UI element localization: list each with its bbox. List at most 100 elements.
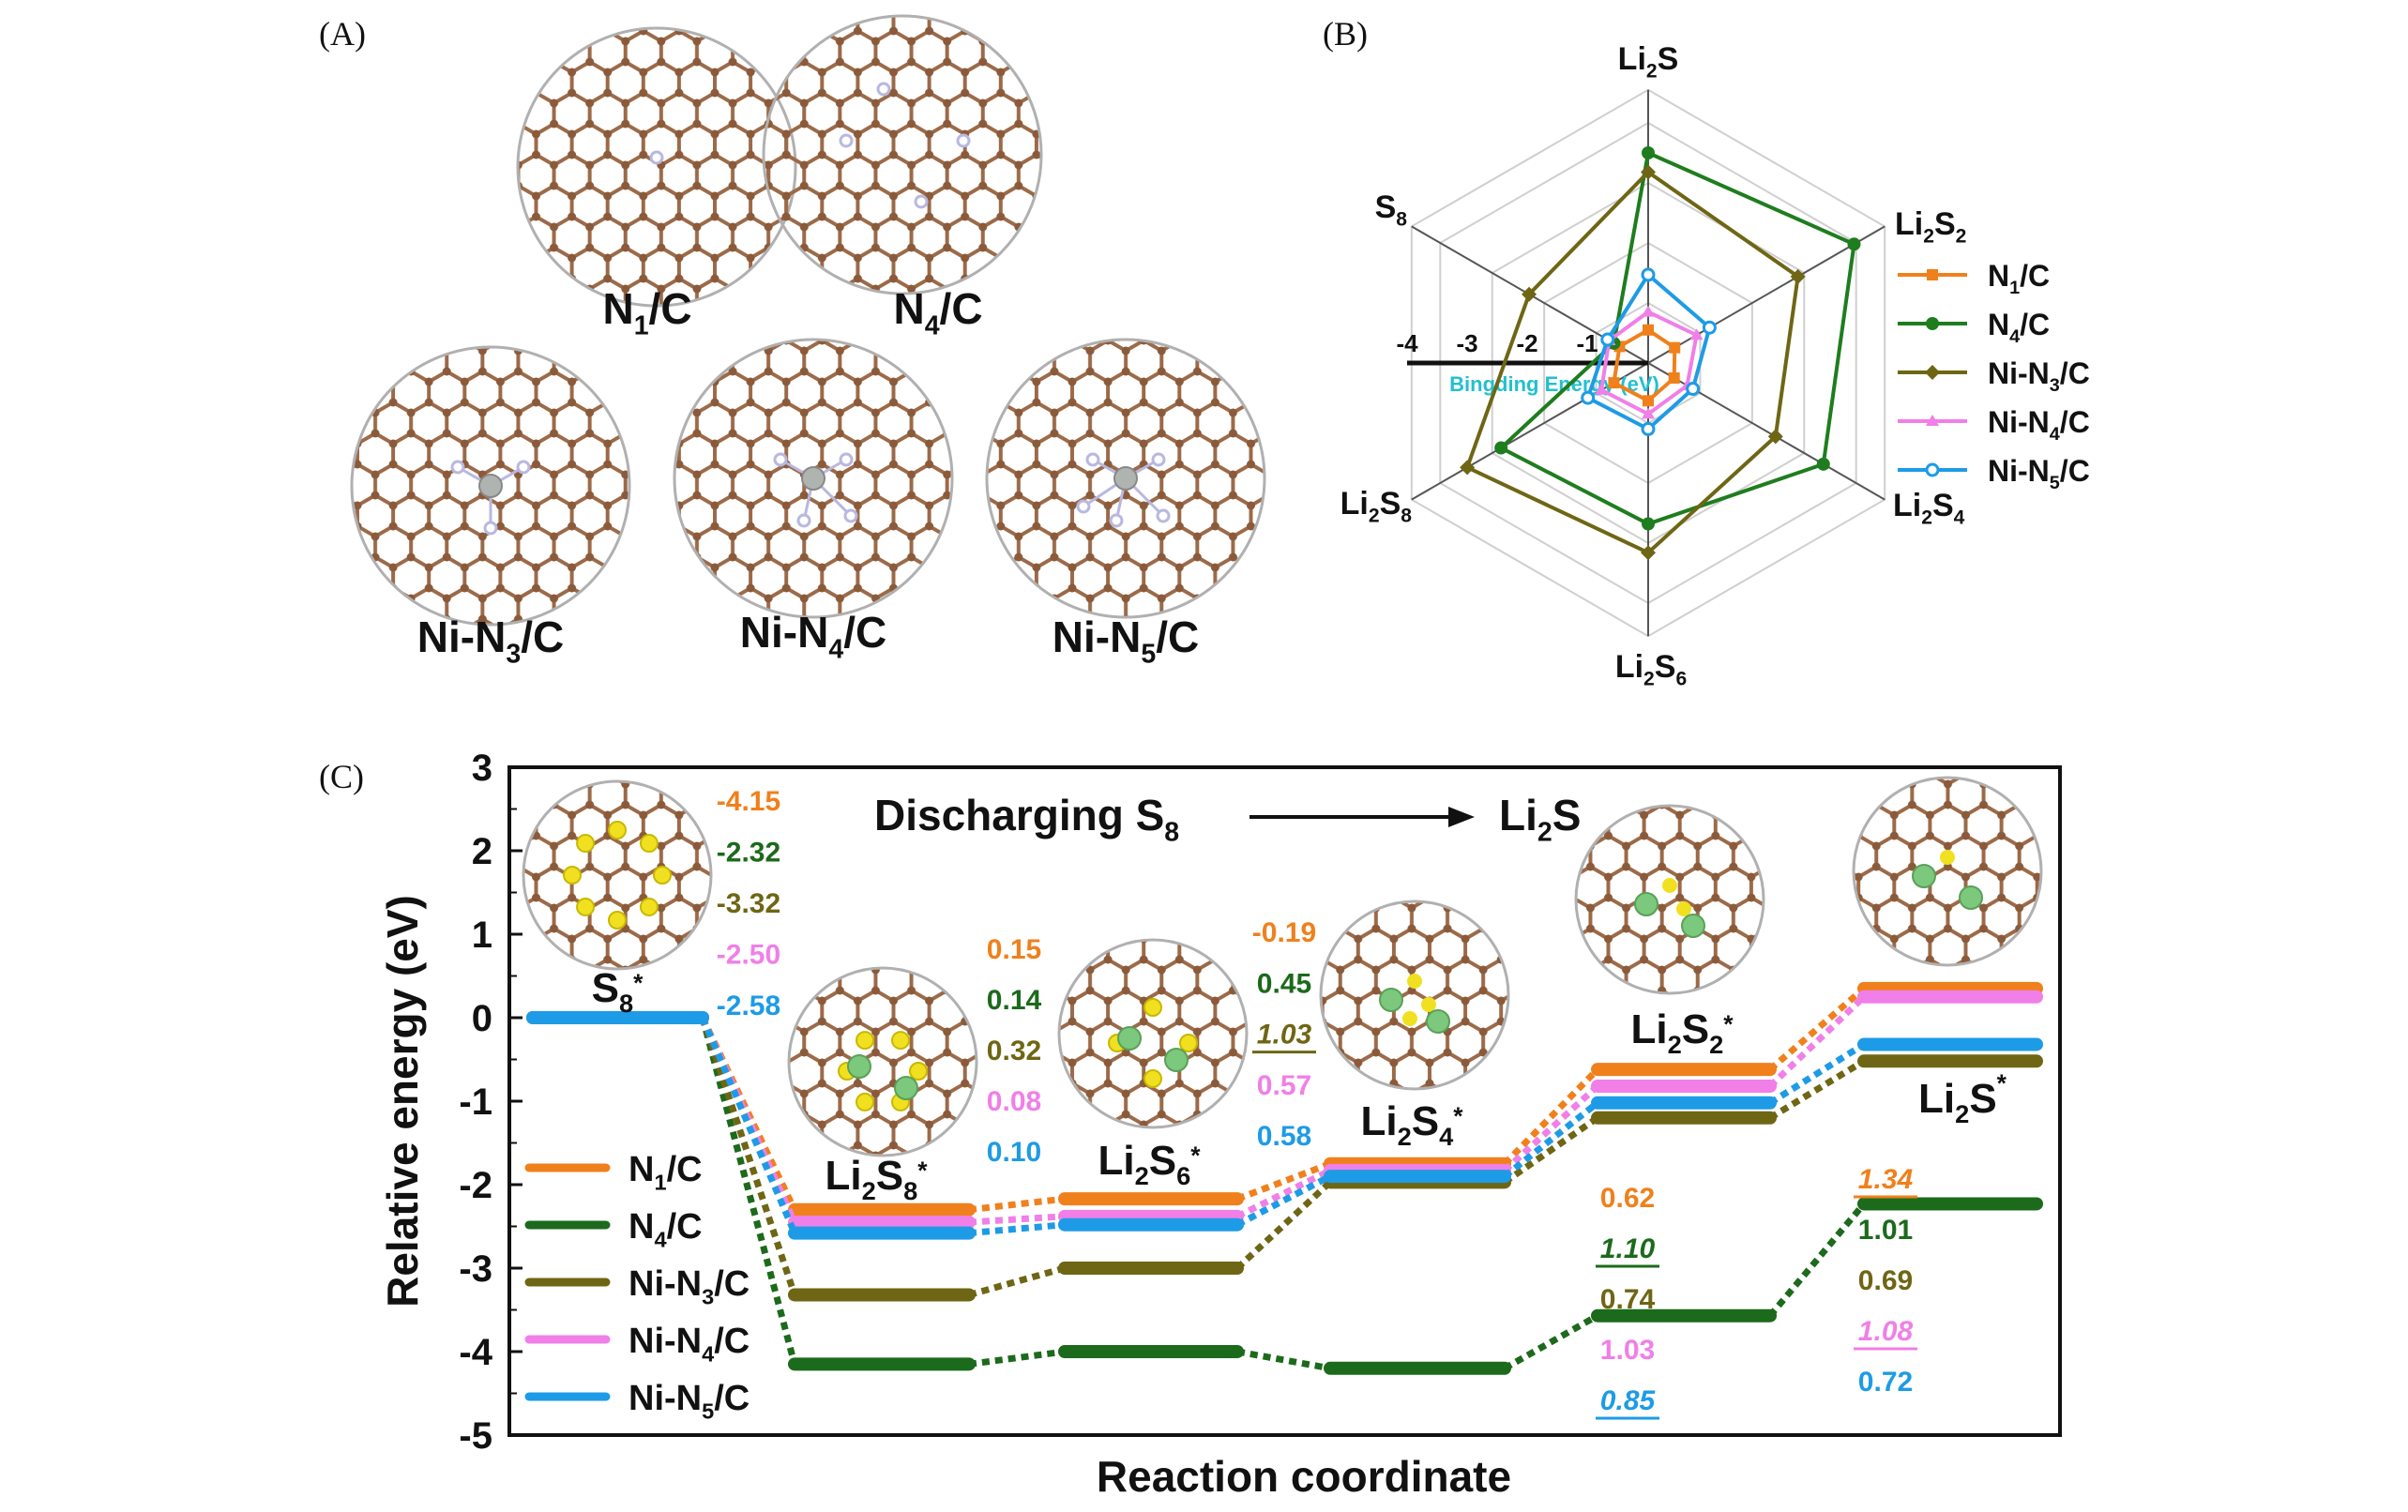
diamond-marker (1767, 429, 1783, 445)
structure-label: N1/C (602, 284, 691, 341)
energy-legend-item: Ni-N3/C (524, 1264, 750, 1309)
barrier-annotation: 0.45 (1257, 968, 1311, 999)
text-part: 3 (702, 1285, 714, 1309)
radar-tick-label: -4 (1396, 329, 1418, 357)
square-marker (1643, 324, 1654, 336)
text-part: Li (825, 1153, 861, 1199)
barrier-annotation: 1.03 (1257, 1020, 1312, 1051)
barrier-annotation: 1.08 (1858, 1316, 1914, 1347)
square-marker (1608, 377, 1620, 389)
barrier-annotation: 0.85 (1600, 1385, 1657, 1416)
open-circle-marker (1641, 267, 1656, 282)
text-part: 2 (1709, 1030, 1723, 1059)
energy-connector (968, 1213, 1066, 1226)
diamond-marker (1522, 286, 1537, 302)
text-part: 8 (1401, 506, 1412, 527)
barrier-annotation: 0.08 (987, 1086, 1041, 1117)
circle-marker (1642, 517, 1655, 531)
structure-label: Ni-N3/C (417, 612, 564, 670)
triangle-marker (1642, 305, 1655, 317)
y-tick-label: 1 (472, 915, 492, 956)
nitrogen-atom (1156, 508, 1171, 523)
text-part: S (1552, 791, 1582, 839)
diamond-marker (1460, 460, 1476, 476)
barrier-annotation: 0.57 (1257, 1070, 1311, 1101)
diamond-marker (1641, 164, 1656, 180)
text-part: 5 (2050, 473, 2060, 493)
graphene-outline (985, 338, 1266, 619)
sulfur-atom (891, 1031, 910, 1051)
energy-connector (1767, 986, 1867, 1072)
text-part: 3 (506, 640, 521, 670)
text-part: * (1190, 1142, 1201, 1170)
sulfur-atom (856, 1031, 874, 1051)
energy-connector (699, 1017, 798, 1366)
sulfur-atom (576, 897, 596, 916)
text-part: Li (1360, 1098, 1397, 1144)
radar-axis-label-2: Li2S4 (1893, 488, 1965, 529)
energy-connector (1767, 1202, 1867, 1318)
sulfur-atom (1940, 850, 1955, 865)
state-label-0: S8* (592, 965, 644, 1018)
sulfur-atom (1421, 997, 1436, 1012)
text-part: Ni-N (1988, 454, 2050, 488)
energy-series-Ni-N5/C (526, 1011, 2043, 1240)
text-part: Ni-N (629, 1264, 702, 1304)
nitrogen-atom (843, 508, 858, 523)
adsorption-structure-5 (1852, 776, 2043, 967)
barrier-annotation: 0.58 (1257, 1121, 1311, 1152)
text-part: N (602, 284, 633, 333)
text-part: 2 (862, 1176, 876, 1205)
radar-axis-label-0: Li2S (1618, 41, 1679, 83)
sulfur-atom (639, 834, 659, 854)
radar-series-line (1497, 150, 1856, 526)
text-part: /C (714, 1379, 750, 1418)
text-part: S (592, 965, 619, 1011)
structure-1 (762, 14, 1043, 295)
sulfur-atom (576, 834, 596, 854)
circle-marker (1494, 441, 1508, 455)
text-part: 3 (2050, 375, 2060, 396)
energy-connector (1768, 1058, 1866, 1121)
text-part: /C (2060, 356, 2090, 390)
energy-connector (699, 1016, 798, 1296)
text-part: /C (940, 284, 983, 333)
open-circle-marker (1686, 382, 1701, 397)
graphene-outline (787, 966, 978, 1157)
square-marker (1643, 395, 1654, 407)
energy-connector (1236, 1348, 1331, 1372)
open-circle-marker (1925, 462, 1940, 477)
diamond-marker (1790, 268, 1806, 284)
sulfur-atom (1402, 1011, 1417, 1026)
text-part: Discharging S (874, 791, 1164, 839)
text-part: Ni-N (1053, 612, 1142, 661)
graphene-outline (522, 779, 713, 971)
text-part: Li (1918, 1076, 1955, 1122)
y-tick-label: -5 (459, 1415, 492, 1457)
radar-tick-label: -3 (1456, 329, 1477, 357)
text-part: S (1934, 206, 1956, 242)
nitrogen-atom (1109, 513, 1124, 528)
sulfur-atom (1143, 998, 1162, 1017)
panel-label-c: (C) (319, 758, 364, 795)
barrier-annotation: -2.58 (717, 990, 780, 1021)
triangle-marker (1642, 407, 1655, 419)
sulfur-atom (563, 866, 582, 885)
title-arrow-head (1448, 807, 1475, 827)
structure-label: Ni-N4/C (740, 608, 886, 665)
text-part: S (1149, 1138, 1176, 1184)
nickel-atom (1113, 466, 1138, 491)
text-part: 2 (1369, 506, 1380, 527)
graphene-outline (1057, 938, 1249, 1129)
text-part: 8 (903, 1176, 917, 1205)
energy-connector (1503, 1114, 1599, 1186)
barrier-annotation: 0.69 (1858, 1265, 1913, 1296)
graphene-outline (1319, 900, 1510, 1091)
radar-legend-item: Ni-N4/C (1898, 405, 2090, 445)
graphene-outline (1852, 776, 2043, 967)
radar-legend-label: Ni-N3/C (1988, 356, 2090, 396)
sulfur-atom (1143, 1069, 1162, 1088)
text-part: 4 (2050, 424, 2060, 445)
energy-diagram: 3 2 1 0 -1 -2 -3 -4 -5 Relative energy (eV) Reacti… (378, 748, 2062, 1501)
